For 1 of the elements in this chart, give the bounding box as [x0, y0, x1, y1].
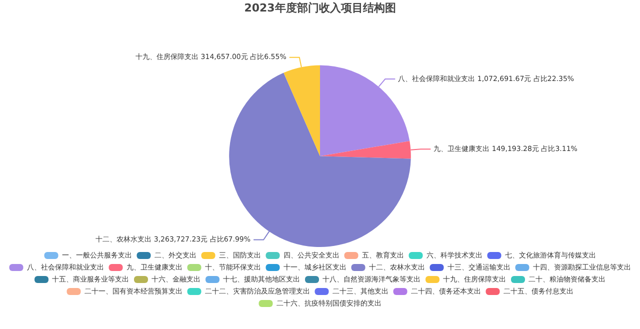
chart-title: 2023年度部门收入项目结构图 — [244, 1, 396, 14]
